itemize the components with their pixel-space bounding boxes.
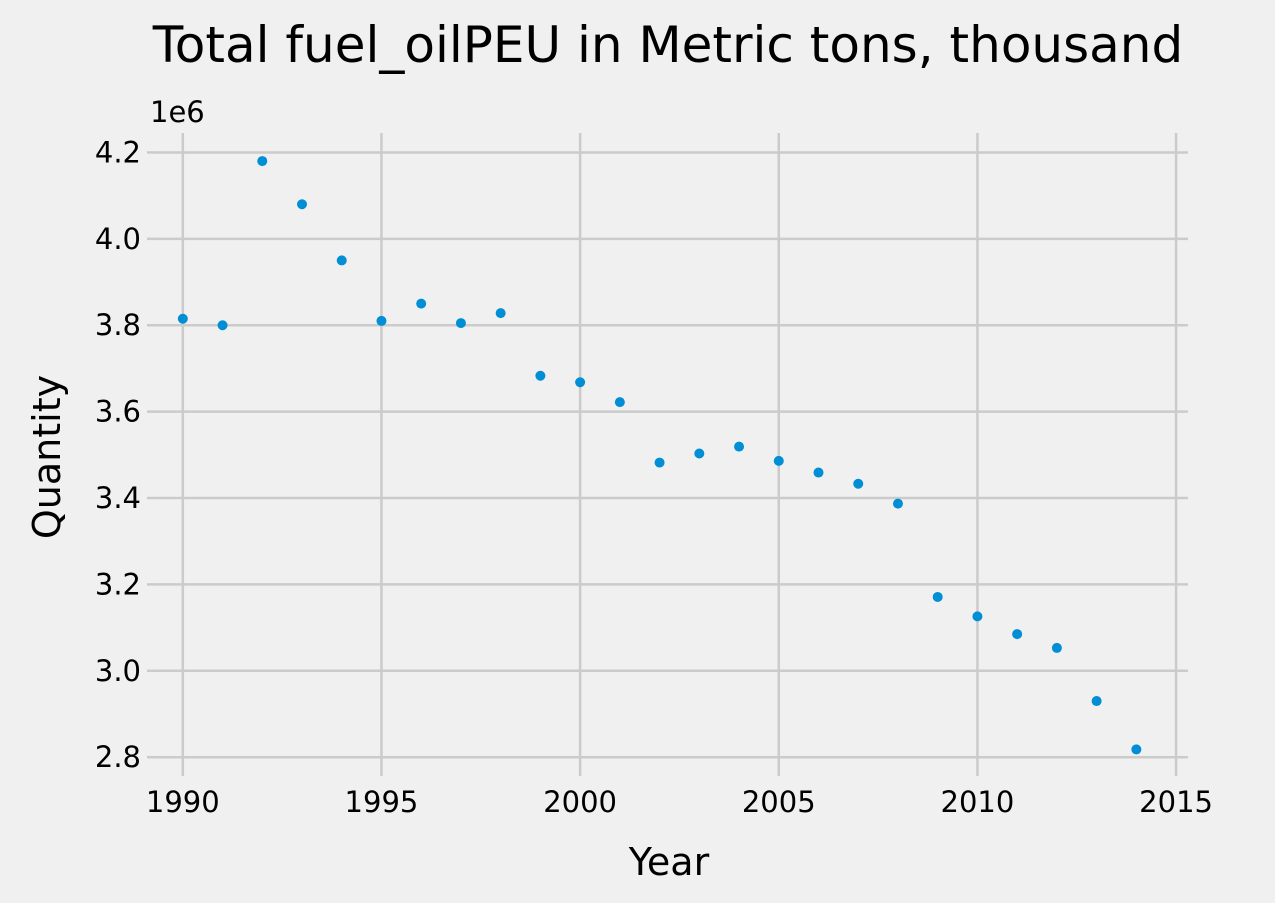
y-tick-label: 2.8 — [95, 740, 141, 774]
y-tick-label: 3.6 — [95, 395, 141, 429]
y-tick-label: 4.2 — [95, 135, 141, 169]
y-tick-label: 3.0 — [95, 654, 141, 688]
y-tick-label: 3.2 — [95, 567, 141, 601]
data-point — [734, 441, 745, 452]
data-point — [614, 397, 625, 408]
data-point — [416, 298, 427, 309]
data-point — [217, 320, 228, 331]
data-point — [575, 377, 586, 388]
x-tick-label: 1995 — [345, 785, 419, 819]
data-point — [972, 611, 983, 622]
data-point — [455, 318, 466, 329]
x-tick-label: 2015 — [1139, 785, 1213, 819]
y-axis-label: Quantity — [25, 375, 69, 539]
grid-lines — [155, 133, 1188, 768]
data-point — [177, 313, 188, 324]
x-axis-label: Year — [628, 840, 710, 884]
data-point — [694, 448, 705, 459]
x-tick-label: 2000 — [543, 785, 617, 819]
data-point — [1012, 629, 1023, 640]
data-point — [813, 467, 824, 478]
y-tick-label: 3.8 — [95, 308, 141, 342]
x-tick-label: 2010 — [941, 785, 1015, 819]
data-point — [892, 498, 903, 509]
data-point — [1051, 642, 1062, 653]
data-point — [297, 199, 308, 210]
data-points — [177, 156, 1142, 755]
data-point — [1091, 696, 1102, 707]
data-point — [932, 591, 943, 602]
data-point — [495, 308, 506, 319]
data-point — [535, 370, 546, 381]
data-point — [257, 156, 268, 167]
x-tick-label: 1990 — [146, 785, 220, 819]
y-tick-label: 3.4 — [95, 481, 141, 515]
data-point — [773, 455, 784, 466]
y-tick-label: 4.0 — [95, 222, 141, 256]
data-point — [853, 478, 864, 489]
data-point — [376, 315, 387, 326]
chart-title: Total fuel_oilPEU in Metric tons, thousa… — [152, 16, 1183, 74]
data-point — [336, 255, 347, 266]
y-offset-label: 1e6 — [150, 95, 205, 129]
data-point — [654, 457, 665, 468]
x-tick-label: 2005 — [742, 785, 816, 819]
data-point — [1131, 744, 1142, 755]
axis-ticks: 1990 1995 2000 2005 2010 2015 2.8 3.0 3.2 3.4 3.6 3… — [95, 135, 1213, 819]
